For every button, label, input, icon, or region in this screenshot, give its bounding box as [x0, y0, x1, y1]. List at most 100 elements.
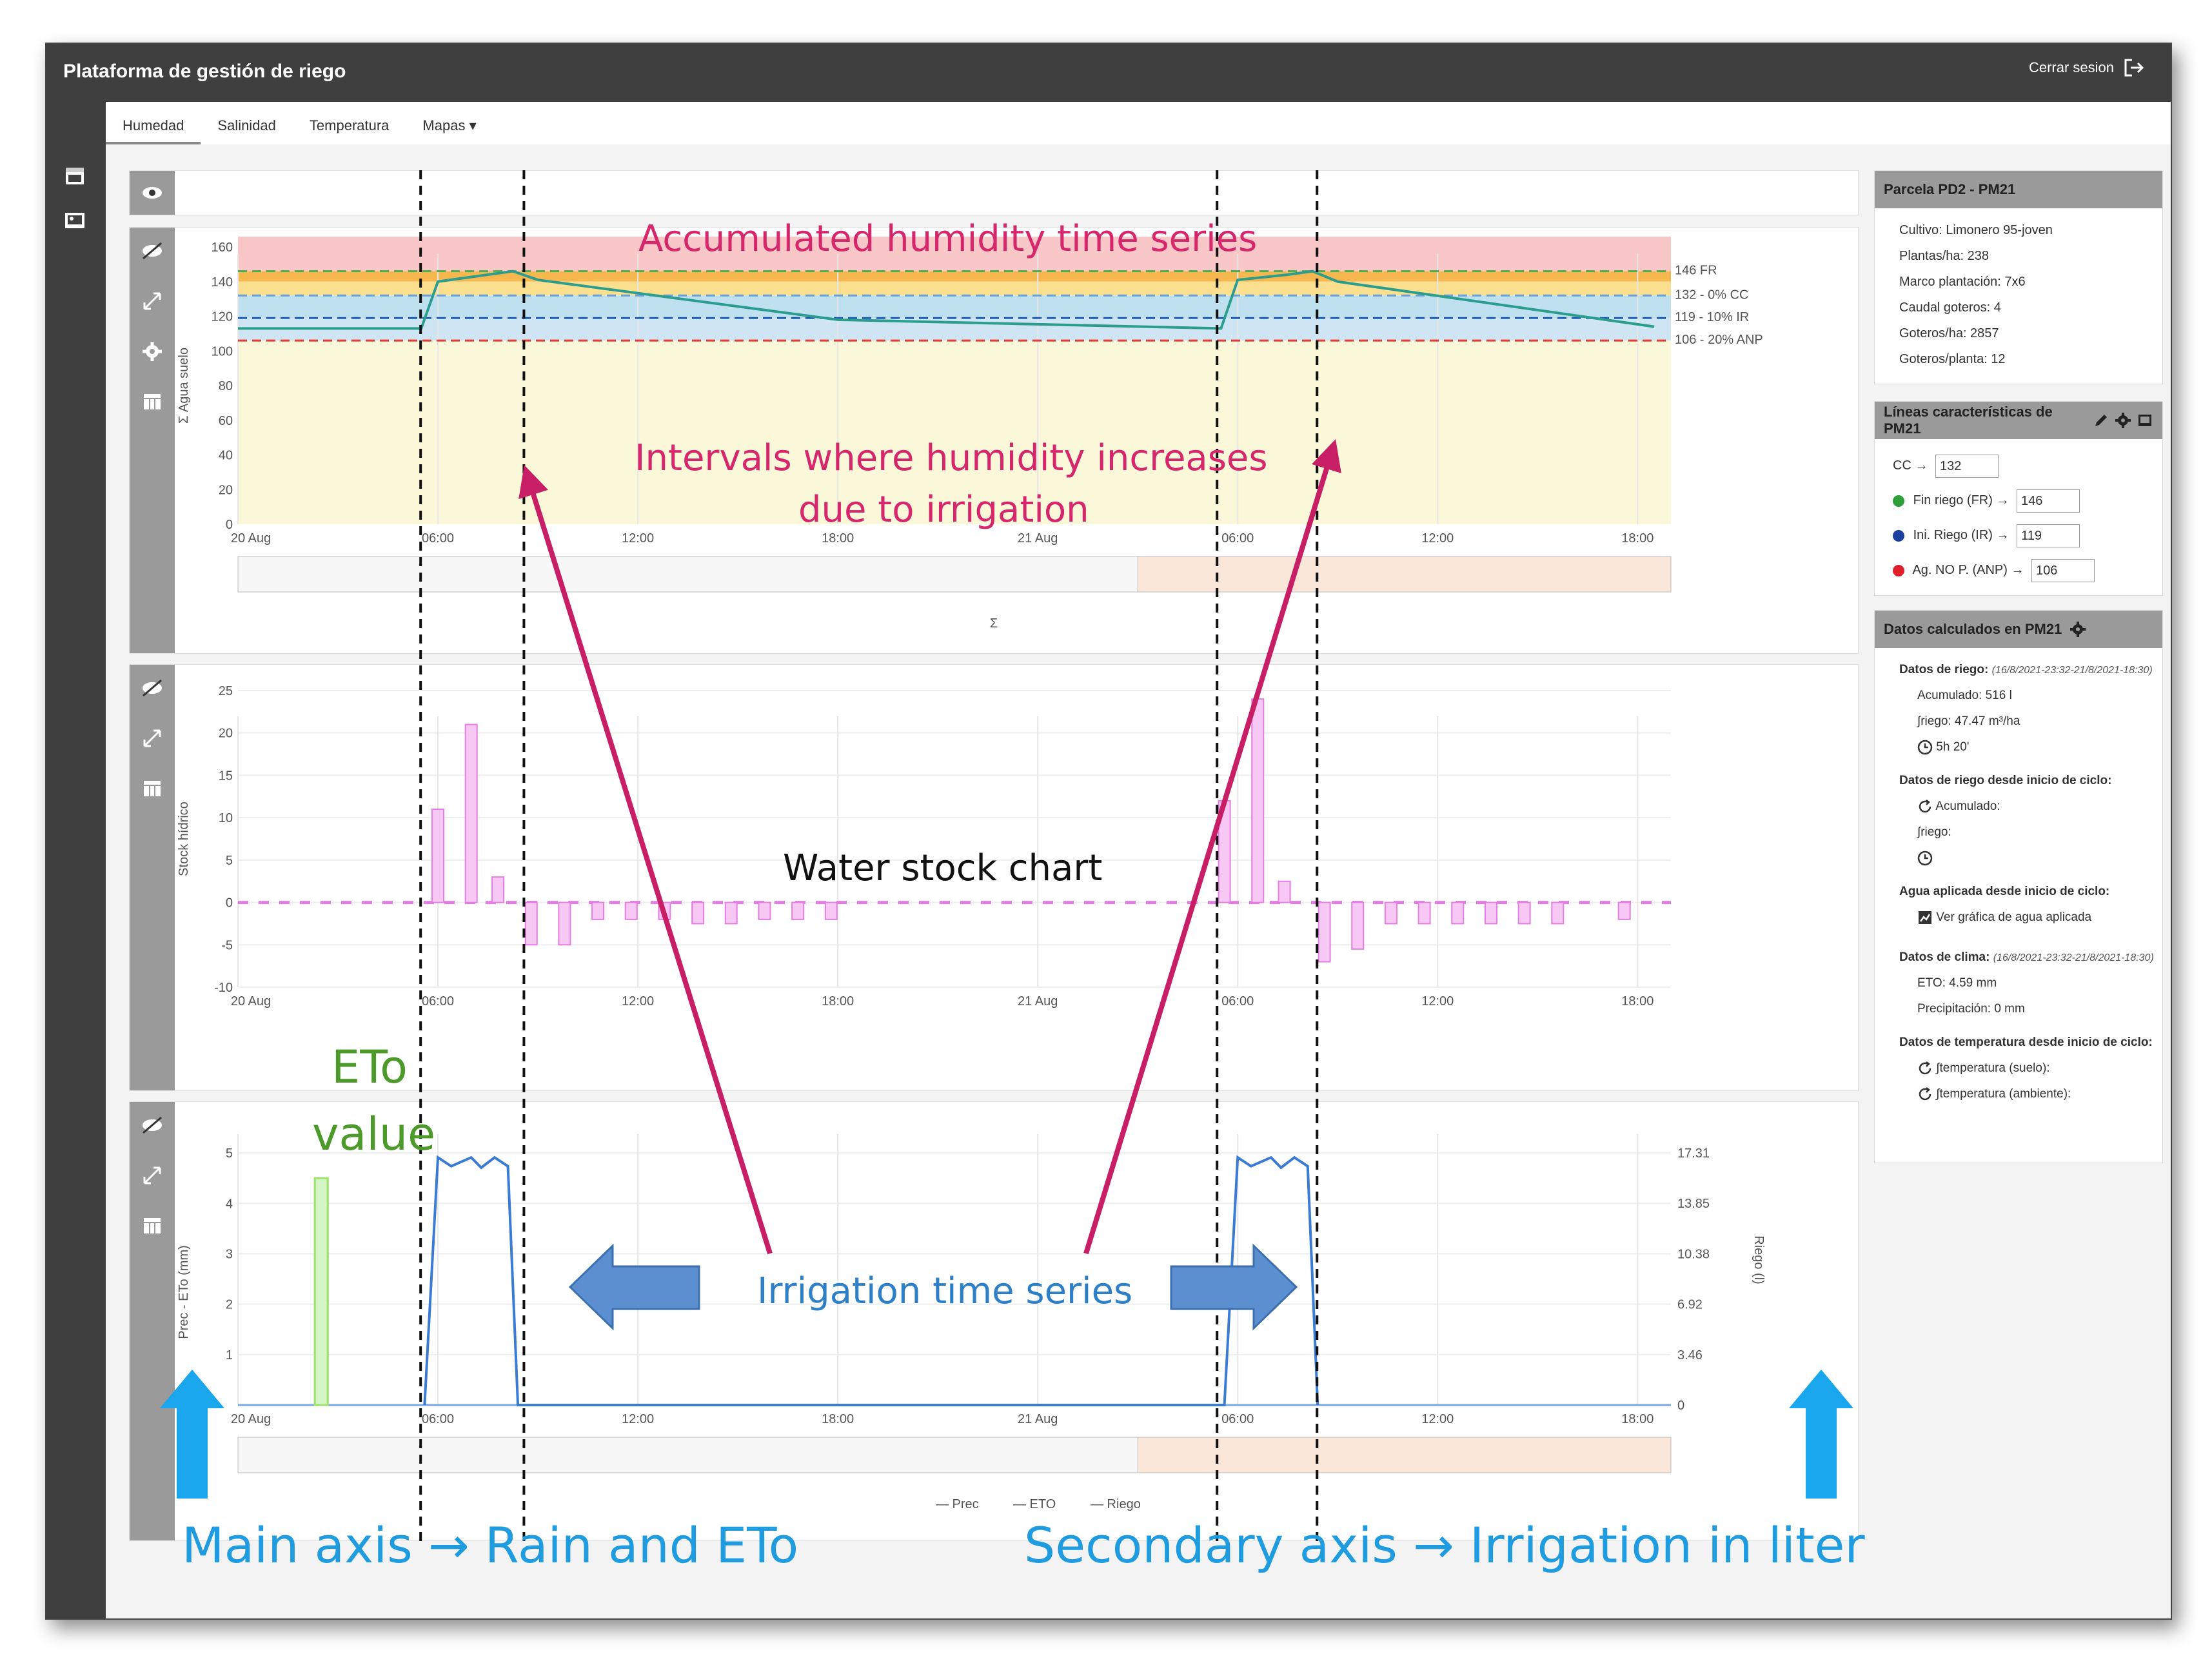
refresh-icon [1919, 1061, 1931, 1075]
x-tick-label: 06:00 [422, 994, 454, 1008]
fr-input[interactable]: 146 [2017, 489, 2080, 513]
x-tick-label: 18:00 [1621, 1412, 1654, 1426]
left-sidebar [46, 102, 106, 1618]
eye-slash-icon[interactable] [141, 1114, 164, 1137]
x-tick-label: 18:00 [822, 994, 854, 1008]
eto-text: ETO: 4.59 mm [1917, 976, 1997, 990]
calendar-icon[interactable] [63, 164, 86, 187]
y-tick-label: 1 [226, 1348, 233, 1362]
pink-arrow-right [1083, 439, 1341, 1255]
zone-below-anp [238, 340, 1671, 524]
gear-icon[interactable] [2115, 412, 2131, 429]
x-tick-label: 12:00 [622, 994, 654, 1008]
tab-temperatura[interactable]: Temperatura [309, 117, 390, 133]
stock-bar [464, 723, 478, 903]
image-icon[interactable] [63, 209, 86, 232]
y2-tick-label: 0 [1677, 1399, 1684, 1413]
temp-ambiente: ∫temperatura (ambiente): [1936, 1087, 2071, 1101]
humidity-chart: 0 20 40 60 80 100 120 140 160 Σ Agua suelo 20 Aug 0… [177, 237, 1763, 631]
expand-icon[interactable] [141, 1164, 164, 1187]
table-icon[interactable] [141, 1214, 164, 1237]
table-icon[interactable] [141, 390, 164, 413]
visibility-tool-column [130, 171, 175, 215]
acumulado-text: Acumulado: 516 l [1917, 689, 2012, 702]
ciclo-acumulado: Acumulado: [1935, 800, 2000, 813]
logout-button[interactable]: Cerrar sesion [2029, 58, 2145, 77]
irrigation-chart-panel: 1 2 3 4 5 0 3.46 6.92 10.38 13.85 17.31 Prec - ETo … [129, 1101, 1859, 1541]
y-tick-label: 15 [219, 769, 233, 783]
parcela-line: Goteros/planta: 12 [1899, 352, 2006, 366]
cc-row: CC → 132 [1893, 448, 2138, 483]
gear-icon[interactable] [141, 340, 164, 363]
ir-input[interactable]: 119 [2017, 524, 2080, 547]
y-tick-label: 10 [219, 811, 233, 825]
parcela-line: Plantas/ha: 238 [1899, 249, 1989, 263]
stock-bar [524, 901, 538, 946]
tab-bar: Humedad Salinidad Temperatura Mapas ▾ [106, 102, 2171, 146]
y-tick-label: 0 [226, 518, 233, 532]
annotation-irrigation-series: Irrigation time series [757, 1270, 1133, 1312]
expand-icon[interactable] [141, 290, 164, 313]
riego-range: (16/8/2021-23:32-21/8/2021-18:30) [1991, 665, 2153, 676]
ir-label: Ini. Riego (IR) → [1913, 528, 2010, 542]
parcela-line: Caudal goteros: 4 [1899, 300, 2001, 315]
y-axis-label: Σ Agua suelo [177, 348, 191, 424]
parcela-line: Goteros/ha: 2857 [1899, 326, 1999, 340]
x-tick-label: 20 Aug [231, 994, 271, 1008]
zone-above-fr [238, 237, 1671, 271]
x-tick-label: 06:00 [422, 531, 454, 545]
irrigation-chart: 1 2 3 4 5 0 3.46 6.92 10.38 13.85 17.31 Prec - ETo … [177, 1134, 1766, 1511]
x-tick-label: 12:00 [622, 531, 654, 545]
tab-humedad[interactable]: Humedad [106, 102, 201, 144]
agua-label: Agua aplicada desde inicio de ciclo: [1899, 885, 2110, 898]
expand-icon[interactable] [141, 727, 164, 750]
clima-range: (16/8/2021-23:32-21/8/2021-18:30) [1993, 952, 2154, 963]
image-icon[interactable] [2137, 412, 2153, 429]
stock-bar [1484, 901, 1497, 925]
parcela-card: Parcela PD2 - PM21 Cultivo: Limonero 95-… [1874, 170, 2163, 384]
tiempo-text: 5h 20' [1936, 740, 1970, 754]
threshold-label: 132 - 0% CC [1675, 288, 1749, 302]
stock-bar [1384, 901, 1397, 925]
eye-icon[interactable] [141, 181, 164, 204]
eye-slash-icon[interactable] [141, 676, 164, 700]
annotation-humidity-title: Accumulated humidity time series [638, 218, 1258, 260]
parcela-line: Cultivo: Limonero 95-joven [1899, 223, 2053, 237]
datos-title: Datos calculados en PM21 [1884, 621, 2062, 637]
water-stock-chart-panel: -10 -5 0 5 10 15 20 25 Stock hídrico 20 Aug 06:00 1… [129, 664, 1859, 1091]
edit-icon[interactable] [2093, 412, 2109, 429]
x-tick-label: 18:00 [822, 531, 854, 545]
gear-icon[interactable] [2069, 621, 2086, 638]
cc-input[interactable]: 132 [1935, 454, 1999, 478]
stock-bar [824, 901, 838, 920]
precip-text: Precipitación: 0 mm [1917, 1002, 2025, 1016]
navigator-selection [1137, 1437, 1672, 1473]
eye-slash-icon[interactable] [141, 239, 164, 262]
threshold-label: 106 - 20% ANP [1675, 333, 1763, 347]
x-tick-label: 20 Aug [231, 531, 271, 545]
stock-bar [1617, 901, 1631, 920]
blue-dot-icon [1893, 529, 1904, 542]
stock-bar [491, 876, 505, 903]
x-tick-label: 12:00 [1421, 994, 1454, 1008]
stock-bar [1517, 901, 1531, 925]
table-icon[interactable] [141, 777, 164, 800]
tab-salinidad[interactable]: Salinidad [217, 117, 276, 133]
y-tick-label: 160 [212, 241, 233, 255]
y-tick-label: -10 [214, 981, 233, 995]
stock-bar [1451, 901, 1465, 925]
eto-bar [313, 1177, 329, 1406]
tab-mapas[interactable]: Mapas ▾ [422, 117, 477, 133]
agua-link[interactable]: Ver gráfica de agua aplicada [1899, 905, 2138, 930]
anp-input[interactable]: 106 [2031, 558, 2095, 582]
temp-label: Datos de temperatura desde inicio de cic… [1899, 1036, 2153, 1049]
clock-icon [1917, 740, 1933, 755]
x-tick-label: 21 Aug [1018, 1412, 1058, 1426]
y2-axis-label: Riego (l) [1752, 1235, 1766, 1284]
y2-tick-label: 17.31 [1677, 1146, 1710, 1161]
threshold-label: 146 FR [1675, 264, 1717, 278]
threshold-label: 119 - 10% IR [1675, 310, 1749, 324]
annotation-intervals-line2: due to irrigation [798, 489, 1089, 531]
x-tick-label: 21 Aug [1018, 531, 1058, 545]
annotation-water-stock: Water stock chart [783, 847, 1103, 889]
